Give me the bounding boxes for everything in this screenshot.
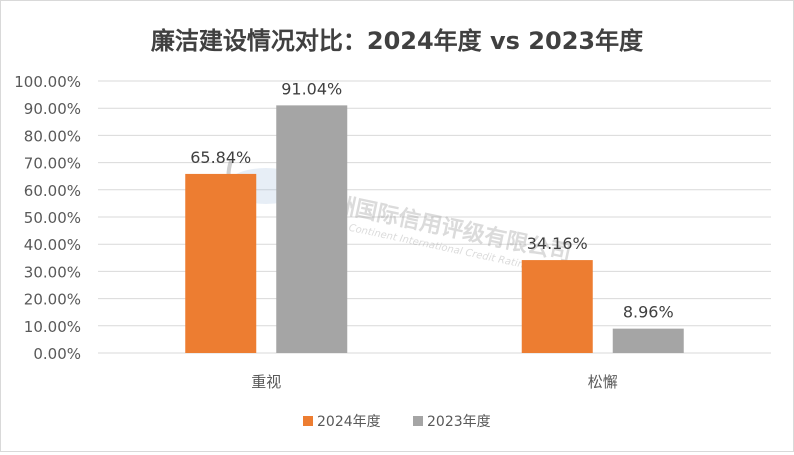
legend-swatch	[413, 416, 423, 426]
y-tick-label: 0.00%	[33, 345, 81, 363]
data-label: 91.04%	[281, 79, 342, 98]
y-tick-label: 20.00%	[24, 291, 81, 309]
y-tick-label: 10.00%	[24, 318, 81, 336]
bar-2023年度-重视	[276, 105, 348, 353]
y-tick-label: 80.00%	[24, 127, 81, 145]
legend: 2024年度 2023年度	[303, 414, 491, 430]
y-tick-label: 40.00%	[24, 236, 81, 254]
y-tick-label: 60.00%	[24, 182, 81, 200]
bar-2023年度-松懈	[612, 328, 684, 353]
data-label: 65.84%	[190, 148, 251, 167]
bars: 65.84% 91.04% 34.16% 8.96%	[185, 79, 684, 353]
y-tick-label: 30.00%	[24, 263, 81, 281]
x-axis: 重视 松懈	[251, 373, 618, 391]
data-label: 34.16%	[527, 234, 588, 253]
bar-2024年度-松懈	[521, 260, 593, 353]
legend-label: 2024年度	[317, 414, 381, 430]
y-tick-label: 100.00%	[14, 73, 81, 91]
x-tick-label: 松懈	[588, 373, 618, 391]
y-tick-label: 50.00%	[24, 209, 81, 227]
y-tick-label: 90.00%	[24, 100, 81, 118]
legend-swatch	[303, 416, 313, 426]
chart-title: 廉洁建设情况对比：2024年度 vs 2023年度	[151, 27, 644, 55]
x-tick-label: 重视	[251, 373, 281, 391]
bar-2024年度-重视	[185, 173, 257, 353]
y-axis: 0.00% 10.00% 20.00% 30.00% 40.00% 50.00% 60.00…	[14, 73, 81, 363]
y-tick-label: 70.00%	[24, 155, 81, 173]
legend-label: 2023年度	[427, 414, 491, 430]
data-label: 8.96%	[623, 303, 674, 322]
